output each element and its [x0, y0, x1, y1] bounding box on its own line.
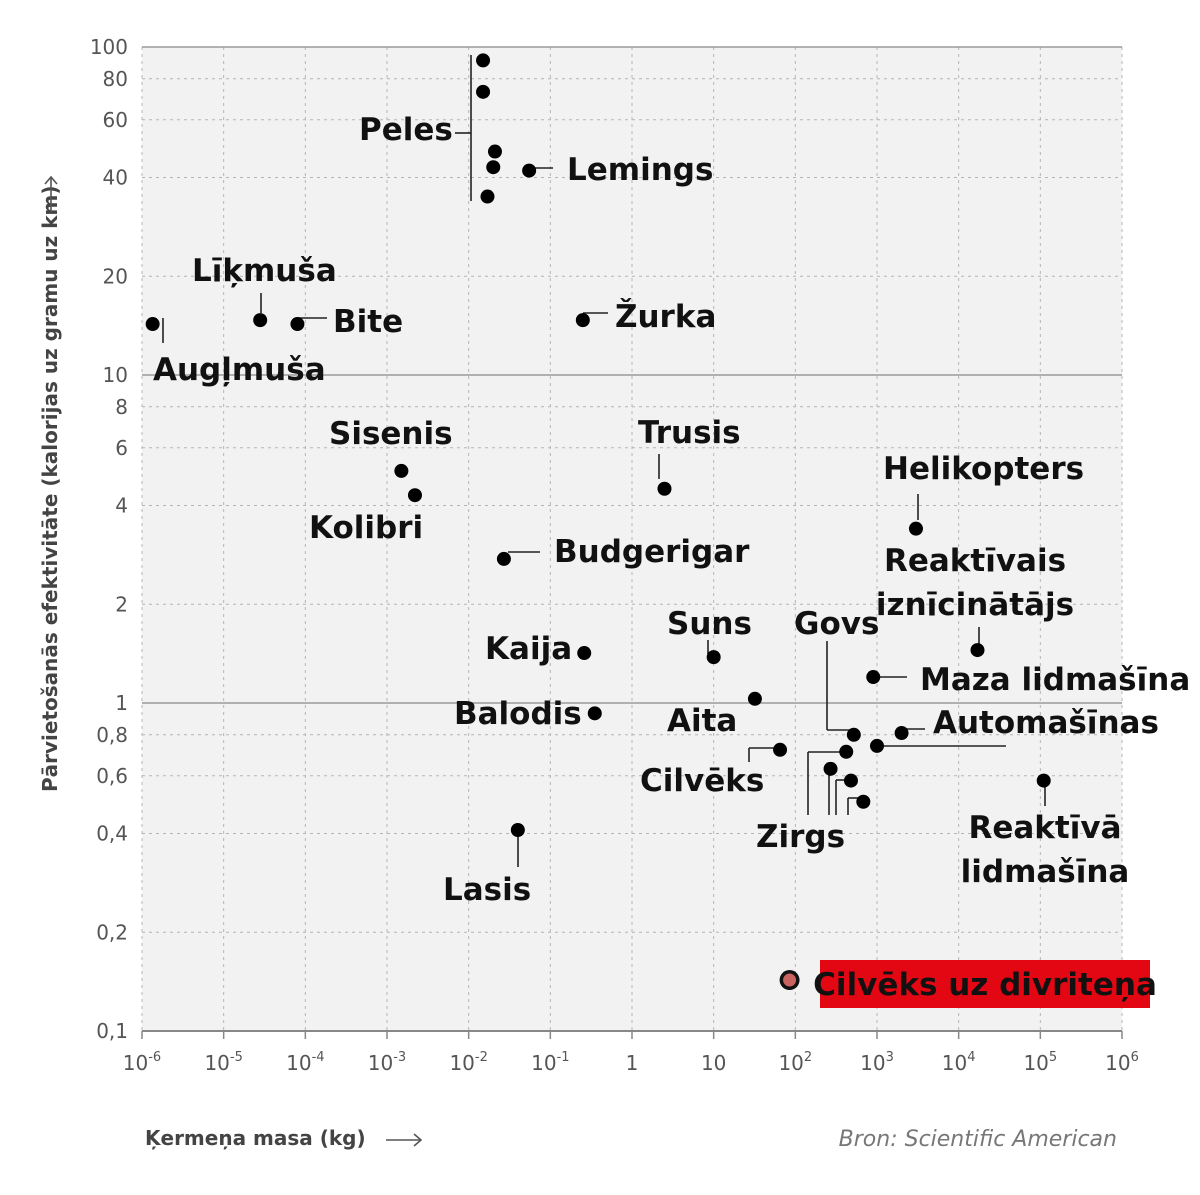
- x-tick-label: 10-5: [204, 1050, 242, 1075]
- label-likmusa: Līķmuša: [192, 253, 337, 289]
- highlight-label-box: [820, 960, 1150, 1008]
- x-tick-label: 10-2: [449, 1050, 487, 1075]
- label-sisenis: Sisenis: [329, 416, 453, 452]
- label-helikopters: Helikopters: [883, 451, 1084, 487]
- x-tick-label: 1: [626, 1051, 639, 1075]
- data-point: [486, 160, 501, 175]
- data-point: [908, 521, 923, 536]
- label-trusis: Trusis: [638, 415, 741, 451]
- label-lemings: Lemings: [567, 152, 713, 188]
- data-points: [145, 53, 1051, 991]
- data-point: [970, 643, 985, 658]
- data-point: [476, 84, 491, 99]
- grid: [141, 46, 1123, 1039]
- data-point: [522, 163, 537, 178]
- x-tick-label: 10-6: [123, 1050, 161, 1075]
- data-point-highlight: [783, 973, 797, 987]
- data-point: [846, 727, 861, 742]
- label-aita: Aita: [667, 703, 737, 739]
- label-kolibri: Kolibri: [309, 510, 423, 546]
- y-axis-title: Pārvietošanās efektivitāte (kalorijas uz…: [38, 185, 62, 792]
- data-point: [870, 738, 884, 753]
- data-point: [394, 463, 409, 478]
- data-point: [476, 53, 491, 68]
- data-point: [894, 726, 909, 741]
- y-axis-arrow-icon: [44, 175, 58, 212]
- data-point: [480, 189, 495, 204]
- y-tick-label: 0,1: [96, 1019, 128, 1043]
- label-auglmusa: Augļmuša: [153, 352, 326, 388]
- label-zirgs: Zirgs: [756, 819, 845, 855]
- y-tick-label: 0,2: [96, 920, 128, 944]
- label-zurka: Žurka: [615, 299, 716, 335]
- source-note: Bron: Scientific American: [839, 1127, 1117, 1152]
- y-tick-label: 20: [103, 264, 128, 288]
- x-tick-label: 103: [860, 1050, 894, 1075]
- x-tick-label: 104: [942, 1050, 976, 1075]
- data-point: [747, 691, 762, 706]
- x-tick-label: 106: [1105, 1050, 1139, 1075]
- y-tick-label: 80: [103, 67, 128, 91]
- x-tick-label: 10-1: [531, 1050, 569, 1075]
- data-point: [407, 488, 422, 503]
- data-point: [839, 744, 854, 759]
- x-axis-title: Ķermeņa masa (kg): [145, 1126, 366, 1150]
- label-cilveks-uz-divritena: Cilvēks uz divriteņa: [813, 967, 1157, 1003]
- data-point: [487, 144, 502, 159]
- data-point: [577, 646, 592, 661]
- data-point: [706, 650, 721, 665]
- x-tick-label: 105: [1023, 1050, 1057, 1075]
- data-point: [1036, 773, 1051, 788]
- y-tick-label: 100: [90, 35, 128, 59]
- label-peles: Peles: [359, 112, 453, 148]
- point-labels: Peles Lemings Augļmuša Līķmuša Bite Žurka Sise…: [153, 112, 1190, 1008]
- x-tick-labels: 10-6 10-5 10-4 10-3 10-2 10-1 1 10 102 103 104 105 1…: [123, 1050, 1139, 1075]
- y-tick-label: 0,6: [96, 764, 128, 788]
- data-point: [253, 313, 268, 328]
- y-tick-labels: 100 80 60 40 20 10 8 6 4 2 1 0,8 0,6 0,4 0,2 0,1: [90, 35, 128, 1043]
- x-tick-label: 10-3: [368, 1050, 406, 1075]
- data-point: [856, 794, 871, 809]
- y-tick-label: 1: [115, 691, 128, 715]
- data-point: [575, 313, 590, 328]
- data-point: [657, 481, 672, 496]
- y-tick-label: 10: [103, 363, 128, 387]
- data-point: [823, 761, 838, 776]
- x-tick-label: 102: [778, 1050, 812, 1075]
- y-tick-label: 60: [103, 108, 128, 132]
- data-point: [843, 773, 858, 788]
- y-tick-label: 40: [103, 166, 128, 190]
- data-point: [145, 317, 160, 332]
- data-point: [496, 551, 511, 566]
- y-tick-label: 4: [115, 494, 128, 518]
- y-tick-label: 8: [115, 395, 128, 419]
- y-tick-label: 0,8: [96, 723, 128, 747]
- x-axis-arrow-icon: [386, 1133, 423, 1147]
- label-kaija: Kaija: [485, 631, 572, 667]
- label-balodis: Balodis: [454, 696, 582, 732]
- y-tick-label: 0,4: [96, 822, 128, 846]
- data-point: [866, 670, 881, 685]
- label-reaktivais-iznicinatajs: Reaktīvais iznīcinātājs: [876, 543, 1074, 623]
- label-budgerigar: Budgerigar: [554, 534, 750, 570]
- data-point: [290, 317, 305, 332]
- label-cilveks: Cilvēks: [640, 763, 764, 799]
- label-lasis: Lasis: [443, 872, 531, 908]
- label-automasinas: Automašīnas: [933, 705, 1159, 741]
- label-maza-lidmasina: Maza lidmašīna: [920, 662, 1190, 698]
- label-suns: Suns: [667, 606, 752, 642]
- data-point: [773, 742, 788, 757]
- label-govs: Govs: [794, 606, 879, 642]
- x-tick-label: 10: [701, 1051, 726, 1075]
- data-point: [510, 823, 525, 838]
- x-tick-label: 10-4: [286, 1050, 324, 1075]
- y-tick-label: 6: [115, 436, 128, 460]
- label-reaktiva-lidmasina: Reaktīvā lidmašīna: [961, 810, 1130, 890]
- data-point: [587, 706, 602, 721]
- y-tick-label: 2: [115, 592, 128, 616]
- label-bite: Bite: [333, 304, 403, 340]
